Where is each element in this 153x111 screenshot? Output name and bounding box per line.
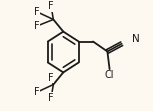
Text: F: F — [48, 93, 54, 103]
Text: N: N — [132, 34, 139, 44]
Text: F: F — [34, 21, 40, 31]
Text: Cl: Cl — [105, 70, 114, 80]
Text: F: F — [48, 73, 54, 83]
Text: F: F — [34, 87, 40, 97]
Text: F: F — [34, 7, 40, 17]
Text: F: F — [48, 1, 54, 11]
